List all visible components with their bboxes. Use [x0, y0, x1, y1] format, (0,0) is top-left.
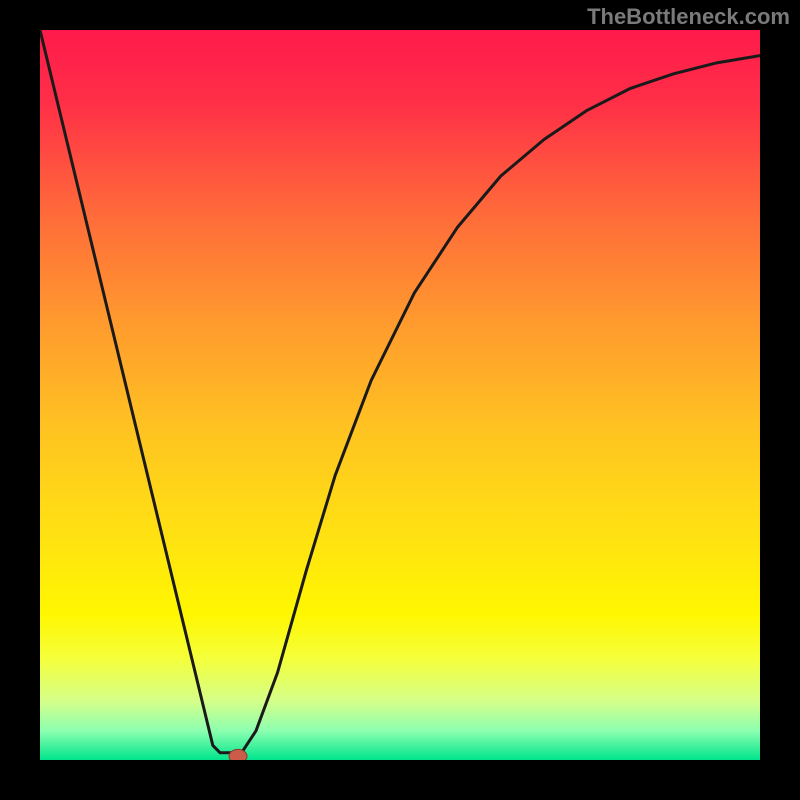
optimum-marker	[229, 749, 247, 760]
bottleneck-curve	[40, 30, 760, 753]
plot-area	[40, 30, 760, 760]
watermark-text: TheBottleneck.com	[587, 4, 790, 30]
curve-layer	[40, 30, 760, 760]
chart-frame: TheBottleneck.com	[0, 0, 800, 800]
